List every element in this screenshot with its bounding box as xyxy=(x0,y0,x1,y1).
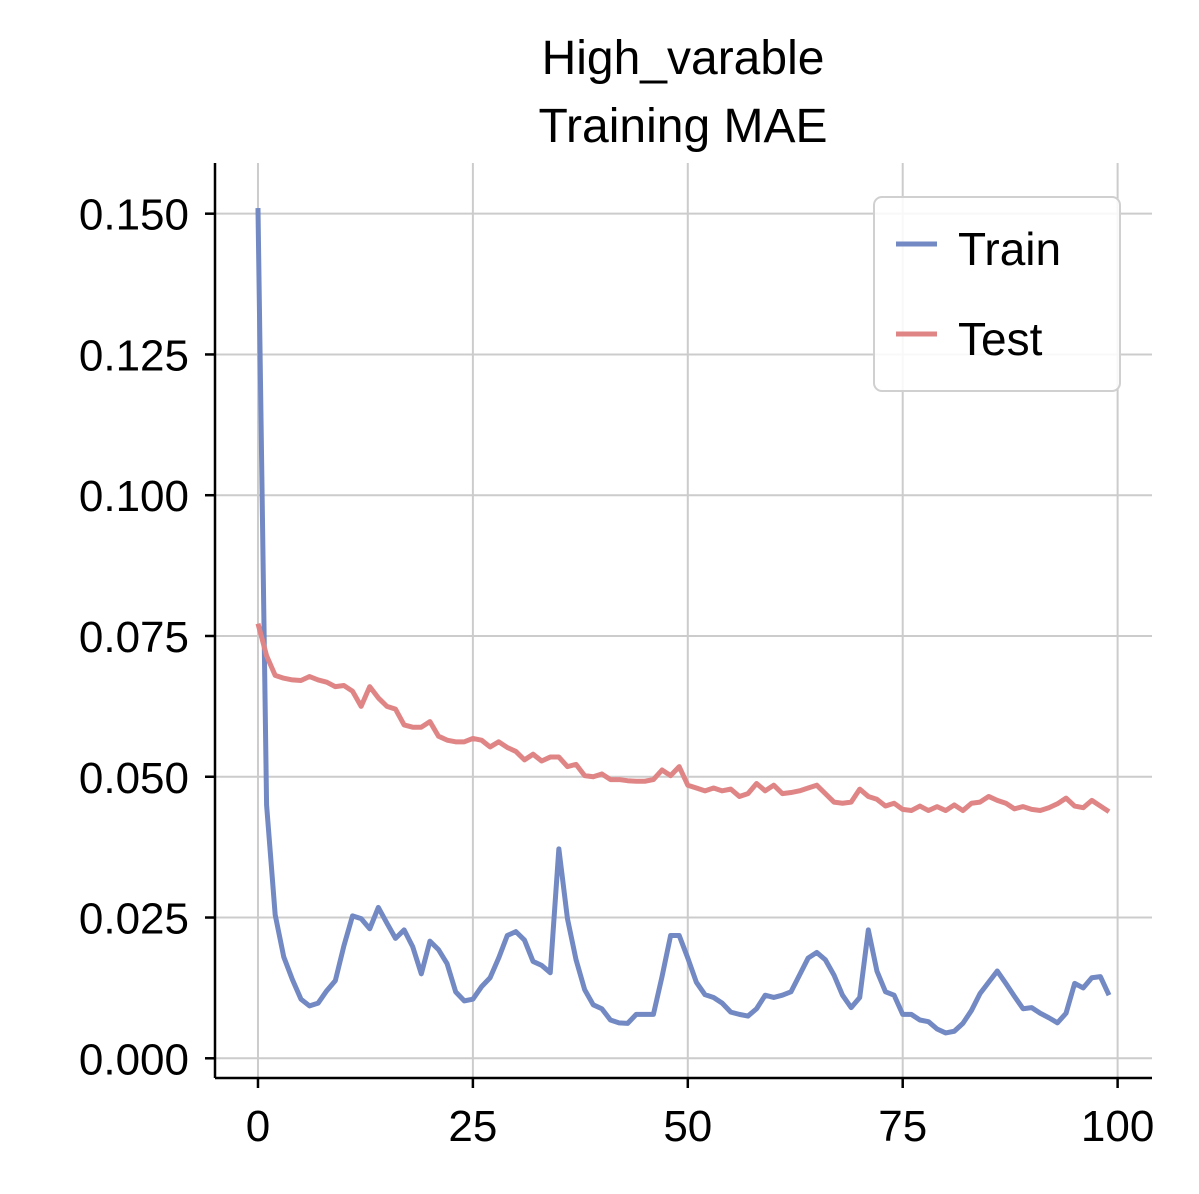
grid-lines xyxy=(215,163,1152,1078)
axes xyxy=(213,163,1152,1080)
series-line-test xyxy=(255,622,1111,814)
y-tick-label: 0.050 xyxy=(79,754,189,803)
legend-label-test: Test xyxy=(958,313,1043,365)
x-tick-label: 0 xyxy=(246,1102,270,1151)
series-group xyxy=(255,208,1112,1036)
chart-title-line-2: Training MAE xyxy=(539,100,828,153)
y-tick-label: 0.025 xyxy=(79,895,189,944)
legend-label-train: Train xyxy=(958,223,1061,275)
x-tick-label: 50 xyxy=(663,1102,712,1151)
y-tick-label: 0.100 xyxy=(79,472,189,521)
y-tick-label: 0.075 xyxy=(79,613,189,662)
chart-title-line-1: High_varable xyxy=(542,32,825,85)
series-line-train xyxy=(255,208,1112,1036)
y-tick-label: 0.150 xyxy=(79,191,189,240)
x-tick-label: 25 xyxy=(448,1102,497,1151)
x-tick-label: 100 xyxy=(1081,1102,1154,1151)
x-tick-label: 75 xyxy=(878,1102,927,1151)
y-tick-label: 0.125 xyxy=(79,331,189,380)
tick-group: 0 25 50 75 100 0.000 0.025 0.050 0.075 0.100 0.125… xyxy=(79,191,1154,1151)
y-tick-label: 0.000 xyxy=(79,1035,189,1084)
legend: Train Test xyxy=(873,196,1121,392)
